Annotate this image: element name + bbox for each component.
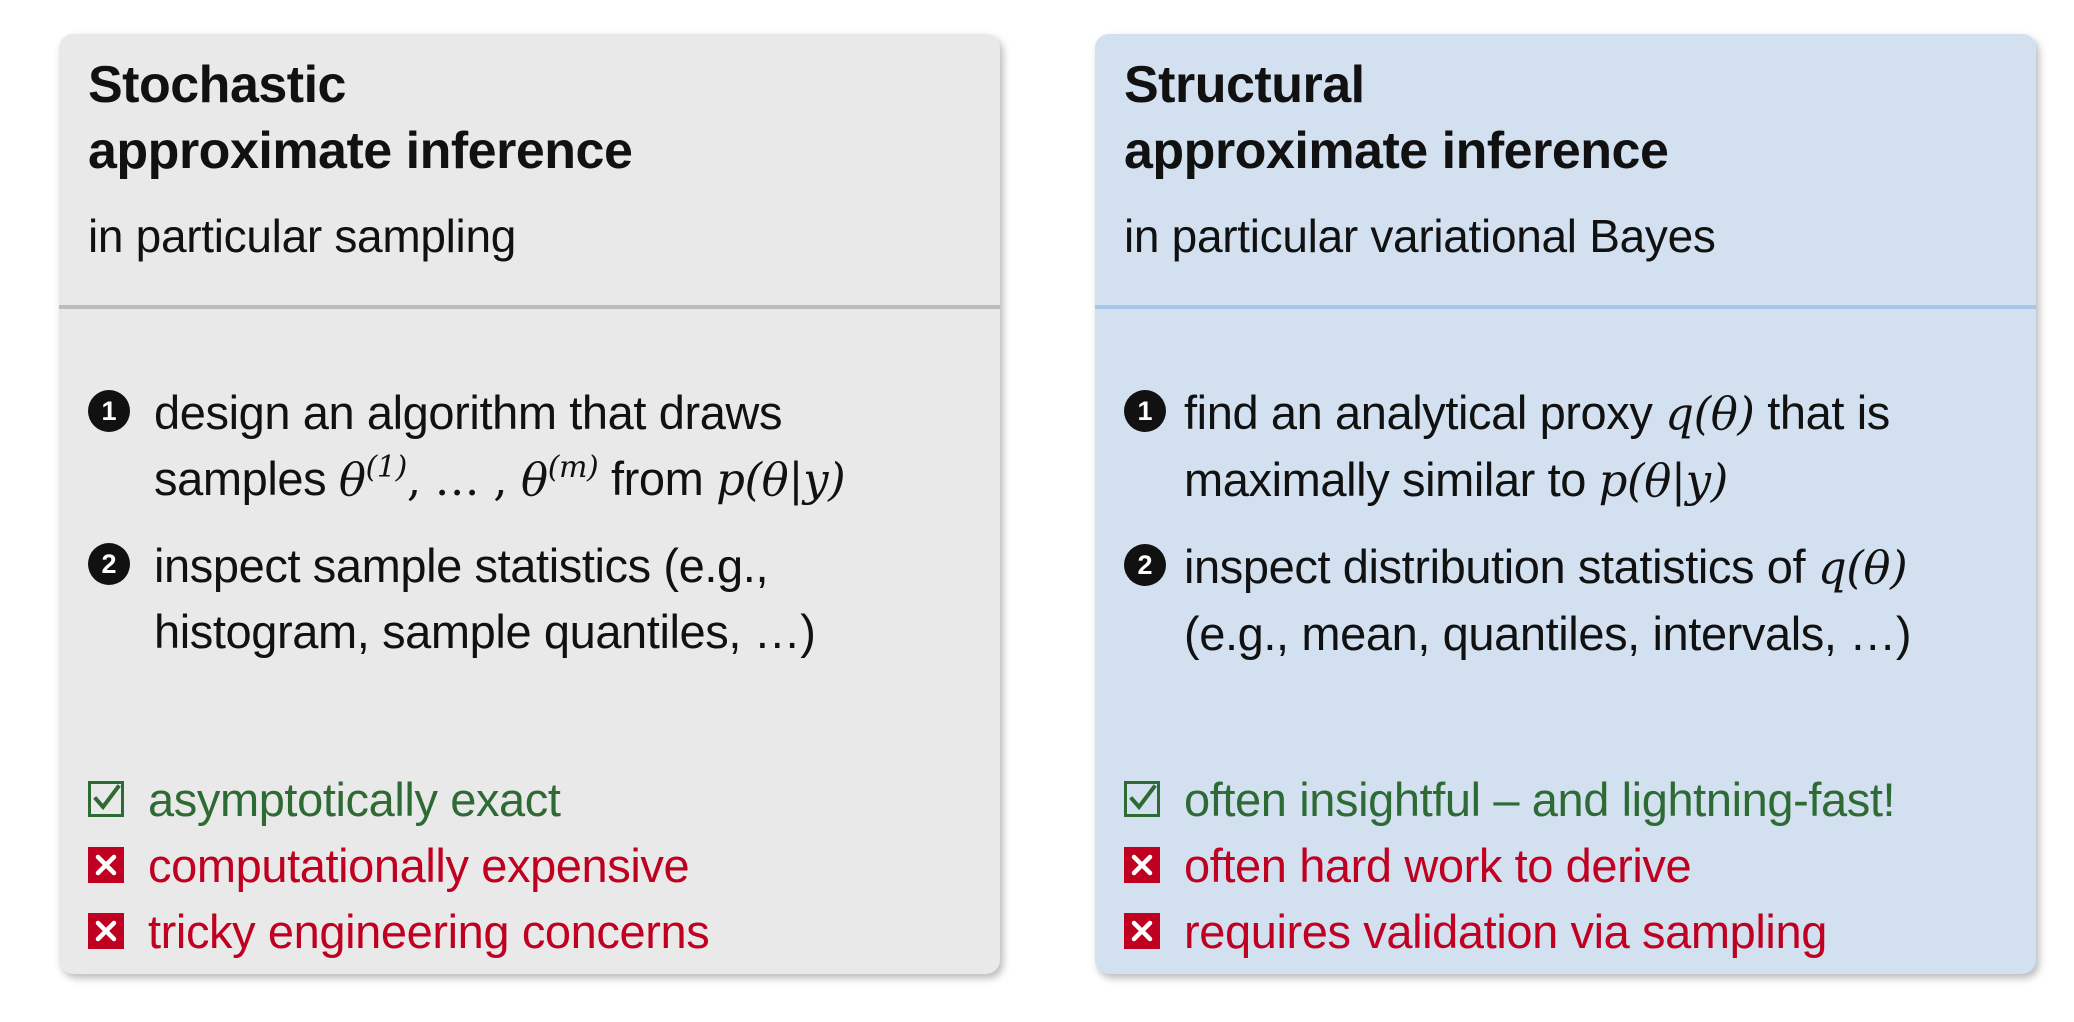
con-item: computationally expensive [88,832,990,898]
con-text: computationally expensive [148,838,690,892]
step-2: 2 inspect sample statistics (e.g., histo… [88,533,988,665]
checkbox-checked-icon [88,781,124,817]
title-line-1: Stochastic [88,56,346,114]
step-number-icon: 2 [88,543,130,585]
checkbox-x-icon [1124,913,1160,949]
step-text-line: design an algorithm that draws [154,386,783,439]
step-text-line: (e.g., mean, quantiles, intervals, …) [1184,607,1912,660]
con-text: tricky engineering concerns [148,904,710,958]
checkbox-x-icon [88,847,124,883]
step-text: design an algorithm that draws samples θ… [154,380,846,513]
step-text-line: inspect distribution statistics of q(θ) [1184,540,1908,594]
panel-header: Structural approximate inference in part… [1124,52,2016,264]
step-number-icon: 2 [1124,544,1166,586]
panel-subtitle: in particular variational Bayes [1124,210,1716,262]
math-expression: q(θ) [1817,541,1908,594]
checkbox-x-icon [88,913,124,949]
step-text-line: inspect sample statistics (e.g., [154,539,769,592]
math-expression: θ(1), … , θ(m) [338,450,599,507]
step-text: inspect distribution statistics of q(θ) … [1184,534,1911,667]
panel-title: Structural approximate inference [1124,52,2016,184]
step-number-icon: 1 [88,390,130,432]
divider [59,305,1000,309]
pro-text: often insightful – and lightning-fast! [1184,772,1896,826]
checkbox-x-icon [1124,847,1160,883]
con-item: requires validation via sampling [1124,898,2026,964]
pro-text: asymptotically exact [148,772,561,826]
step-text-line: maximally similar to p(θ|y) [1184,453,1729,507]
pro-item: asymptotically exact [88,766,990,832]
step-1: 1 find an analytical proxy q(θ) that is … [1124,380,2024,514]
checkbox-checked-icon [1124,781,1160,817]
title-line-2: approximate inference [88,122,633,180]
step-2: 2 inspect distribution statistics of q(θ… [1124,534,2024,667]
panel-header: Stochastic approximate inference in part… [88,52,980,264]
step-1: 1 design an algorithm that draws samples… [88,380,988,513]
con-text: requires validation via sampling [1184,904,1827,958]
assessment-list: often insightful – and lightning-fast! o… [1124,766,2026,964]
stochastic-panel: Stochastic approximate inference in part… [59,34,1000,974]
step-text: inspect sample statistics (e.g., histogr… [154,533,816,665]
step-text: find an analytical proxy q(θ) that is ma… [1184,380,1890,514]
title-line-2: approximate inference [1124,122,1669,180]
con-item: often hard work to derive [1124,832,2026,898]
con-text: often hard work to derive [1184,838,1692,892]
math-expression: q(θ) [1665,387,1755,440]
step-text-line: find an analytical proxy q(θ) that is [1184,386,1890,440]
math-expression: p(θ|y) [1598,454,1729,507]
con-item: tricky engineering concerns [88,898,990,964]
pro-item: often insightful – and lightning-fast! [1124,766,2026,832]
math-expression: p(θ|y) [716,453,846,506]
steps-list: 1 design an algorithm that draws samples… [88,380,988,685]
divider [1095,305,2036,309]
step-number-icon: 1 [1124,390,1166,432]
structural-panel: Structural approximate inference in part… [1095,34,2036,974]
step-text-line: histogram, sample quantiles, …) [154,605,816,658]
panel-subtitle: in particular sampling [88,210,517,262]
steps-list: 1 find an analytical proxy q(θ) that is … [1124,380,2024,687]
panel-title: Stochastic approximate inference [88,52,980,184]
step-text-line: samples θ(1), … , θ(m) from p(θ|y) [154,450,846,507]
title-line-1: Structural [1124,56,1365,114]
assessment-list: asymptotically exact computationally exp… [88,766,990,964]
